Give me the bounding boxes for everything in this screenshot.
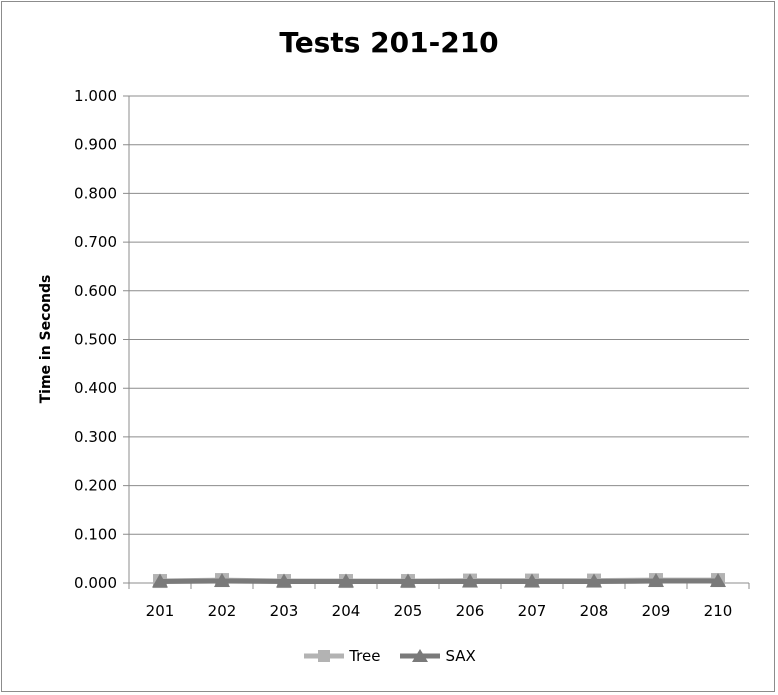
y-tick-label: 0.200: [74, 477, 117, 495]
data-point-sax: [462, 573, 478, 588]
data-point-sax: [276, 573, 292, 588]
y-tick-label: 0.100: [74, 525, 117, 543]
x-tick-label: 201: [146, 602, 175, 620]
legend-sax-label: SAX: [445, 647, 476, 665]
x-tick-label: 204: [332, 602, 361, 620]
x-tick-label: 207: [518, 602, 547, 620]
y-tick-label: 0.700: [74, 233, 117, 251]
data-point-sax: [648, 573, 664, 588]
legend: Tree SAX: [0, 647, 778, 665]
x-tick-label: 202: [208, 602, 237, 620]
y-tick-label: 0.600: [74, 282, 117, 300]
legend-tree-label: Tree: [349, 647, 381, 665]
y-tick-label: 0.300: [74, 428, 117, 446]
y-tick-label: 0.500: [74, 331, 117, 349]
x-tick-label: 208: [580, 602, 609, 620]
legend-item-sax: SAX: [398, 647, 476, 665]
data-point-sax: [524, 573, 540, 588]
x-tick-label: 203: [270, 602, 299, 620]
legend-sax-swatch: [400, 649, 441, 662]
data-point-sax: [214, 573, 230, 588]
data-point-sax: [586, 573, 602, 588]
data-point-sax: [152, 573, 168, 588]
y-tick-label: 1.000: [74, 87, 117, 105]
legend-tree-swatch: [304, 650, 345, 662]
x-tick-label: 205: [394, 602, 423, 620]
y-tick-label: 0.000: [74, 574, 117, 592]
data-point-sax: [400, 573, 416, 588]
y-tick-label: 0.900: [74, 136, 117, 154]
y-tick-label: 0.800: [74, 184, 117, 202]
data-point-sax: [338, 573, 354, 588]
data-point-sax: [710, 573, 726, 588]
chart-title: Tests 201-210: [279, 26, 499, 59]
x-tick-label: 206: [456, 602, 485, 620]
legend-item-tree: Tree: [302, 647, 380, 665]
y-tick-label: 0.400: [74, 379, 117, 397]
x-tick-label: 210: [704, 602, 733, 620]
x-tick-label: 209: [642, 602, 671, 620]
